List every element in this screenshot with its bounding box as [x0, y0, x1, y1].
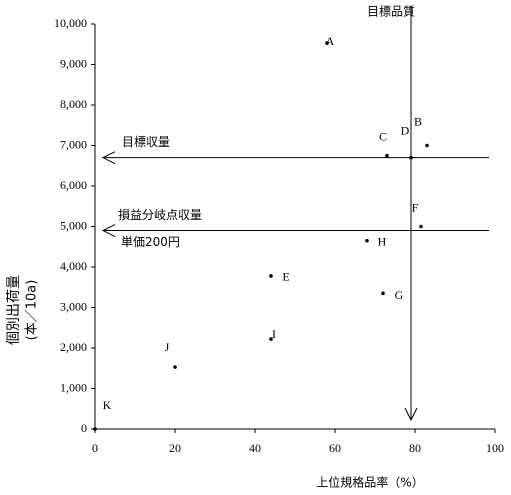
- point-label: I: [272, 327, 276, 341]
- y-tick-label: 8,000: [60, 97, 87, 111]
- point: [365, 238, 369, 243]
- arrowhead: [404, 407, 418, 422]
- point-label: E: [282, 270, 289, 284]
- point: [269, 274, 273, 278]
- point: [425, 143, 429, 148]
- y-tick-label: 4,000: [60, 259, 87, 273]
- point-label: D: [401, 123, 410, 137]
- arrowhead: [101, 224, 116, 237]
- point-label: G: [395, 288, 404, 302]
- y-axis-title: 個別出荷量: [6, 275, 22, 345]
- x-tick-label: 0: [92, 441, 98, 455]
- point-label: K: [103, 398, 112, 412]
- x-tick-label: 40: [249, 441, 261, 455]
- x-tick-label: 100: [486, 441, 504, 455]
- y-tick-label: 6,000: [60, 178, 87, 192]
- x-tick-label: 60: [329, 441, 341, 455]
- point-label: J: [165, 340, 170, 354]
- point: [325, 41, 329, 45]
- point-label: A: [326, 34, 335, 48]
- y-tick-label: 5,000: [60, 218, 87, 232]
- point: [93, 427, 97, 431]
- x-tick-label: 20: [169, 441, 181, 455]
- point: [419, 224, 423, 229]
- point: [173, 365, 177, 369]
- x-tick-label: 80: [409, 441, 421, 455]
- reference-label: 目標品質: [367, 4, 415, 19]
- reference-sublabel: 単価200円: [121, 235, 180, 249]
- arrowhead: [101, 151, 116, 165]
- y-tick-label: 10,000: [54, 16, 87, 30]
- point-label: B: [414, 114, 422, 128]
- point: [385, 153, 389, 158]
- point-label: H: [378, 234, 387, 248]
- y-tick-label: 0: [81, 421, 87, 435]
- y-tick-label: 3,000: [60, 299, 87, 313]
- y-tick-label: 1,000: [60, 380, 87, 394]
- reference-label: 目標収量: [122, 135, 170, 149]
- y-tick-label: 9,000: [60, 56, 87, 70]
- point-label: F: [412, 200, 419, 214]
- point: [269, 337, 273, 341]
- point: [381, 291, 385, 296]
- point-label: C: [379, 129, 387, 143]
- reference-label: 損益分岐点収量: [118, 207, 202, 222]
- y-tick-label: 7,000: [60, 137, 87, 151]
- y-axis-unit: (本／10a): [25, 280, 40, 341]
- x-axis-title: 上位規格品率（%）: [316, 475, 423, 490]
- y-tick-label: 2,000: [60, 340, 87, 354]
